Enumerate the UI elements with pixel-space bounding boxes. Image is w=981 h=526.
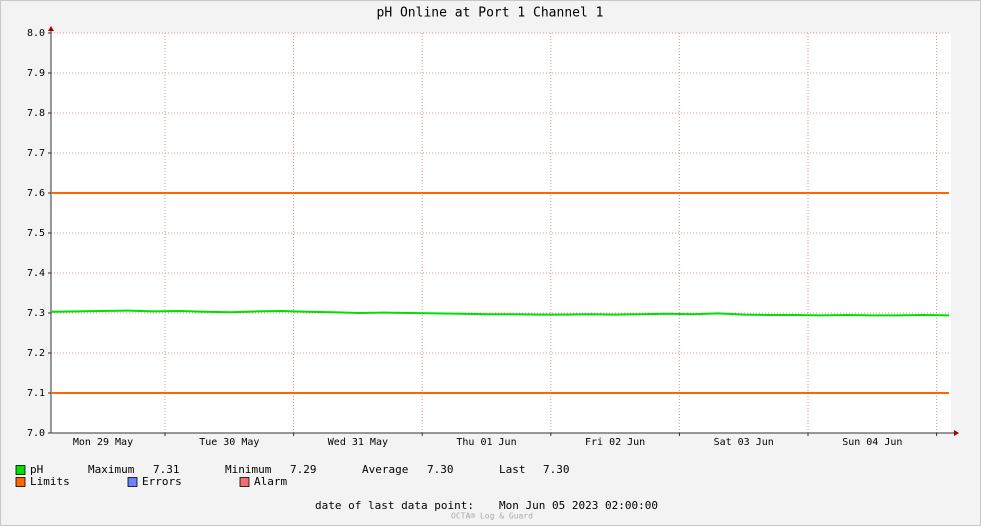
y-tick-label: 7.5 [27, 228, 45, 239]
x-tick-label: Thu 01 Jun [456, 437, 516, 448]
stat-label: Minimum [225, 463, 272, 476]
stat-value: 7.30 [543, 463, 570, 476]
x-tick-label: Mon 29 May [73, 437, 133, 448]
x-tick-label: Sun 04 Jun [842, 437, 902, 448]
y-tick-label: 7.3 [27, 308, 45, 319]
legend-label: pH [30, 463, 43, 476]
x-tick-label: Sat 03 Jun [714, 437, 774, 448]
legend-swatch [15, 465, 26, 475]
data-line [50, 309, 950, 317]
stat-value: 7.29 [290, 463, 317, 476]
x-tick-label: Fri 02 Jun [585, 437, 645, 448]
legend-label: Limits [30, 475, 70, 488]
legend-swatch [127, 477, 138, 487]
y-tick-label: 8.0 [27, 28, 45, 39]
stat-value: 7.31 [153, 463, 180, 476]
stat-label: Average [362, 463, 408, 476]
footer-date: Mon Jun 05 2023 02:00:00 [499, 499, 658, 512]
watermark: OCTA® Log & Guard [451, 512, 533, 521]
x-tick-label: Tue 30 May [199, 437, 259, 448]
legend-label: Errors [142, 475, 182, 488]
y-tick-label: 7.4 [27, 268, 45, 279]
legend-swatch [239, 477, 250, 487]
x-tick-label: Wed 31 May [328, 437, 388, 448]
y-tick-label: 7.1 [27, 388, 45, 399]
footer-label: date of last data point: [315, 499, 474, 512]
stat-value: 7.30 [427, 463, 454, 476]
y-tick-label: 7.9 [27, 68, 45, 79]
chart-title: pH Online at Port 1 Channel 1 [377, 6, 604, 21]
y-tick-label: 7.8 [27, 108, 45, 119]
y-tick-label: 7.7 [27, 148, 45, 159]
legend-swatch [15, 477, 26, 487]
y-tick-label: 7.2 [27, 348, 45, 359]
stat-label: Last [499, 463, 526, 476]
y-tick-label: 7.6 [27, 188, 45, 199]
y-axis-arrow [48, 26, 54, 31]
stat-label: Maximum [88, 463, 135, 476]
x-axis-arrow [954, 430, 959, 436]
y-tick-label: 7.0 [27, 428, 45, 439]
legend-label: Alarm [254, 475, 287, 488]
